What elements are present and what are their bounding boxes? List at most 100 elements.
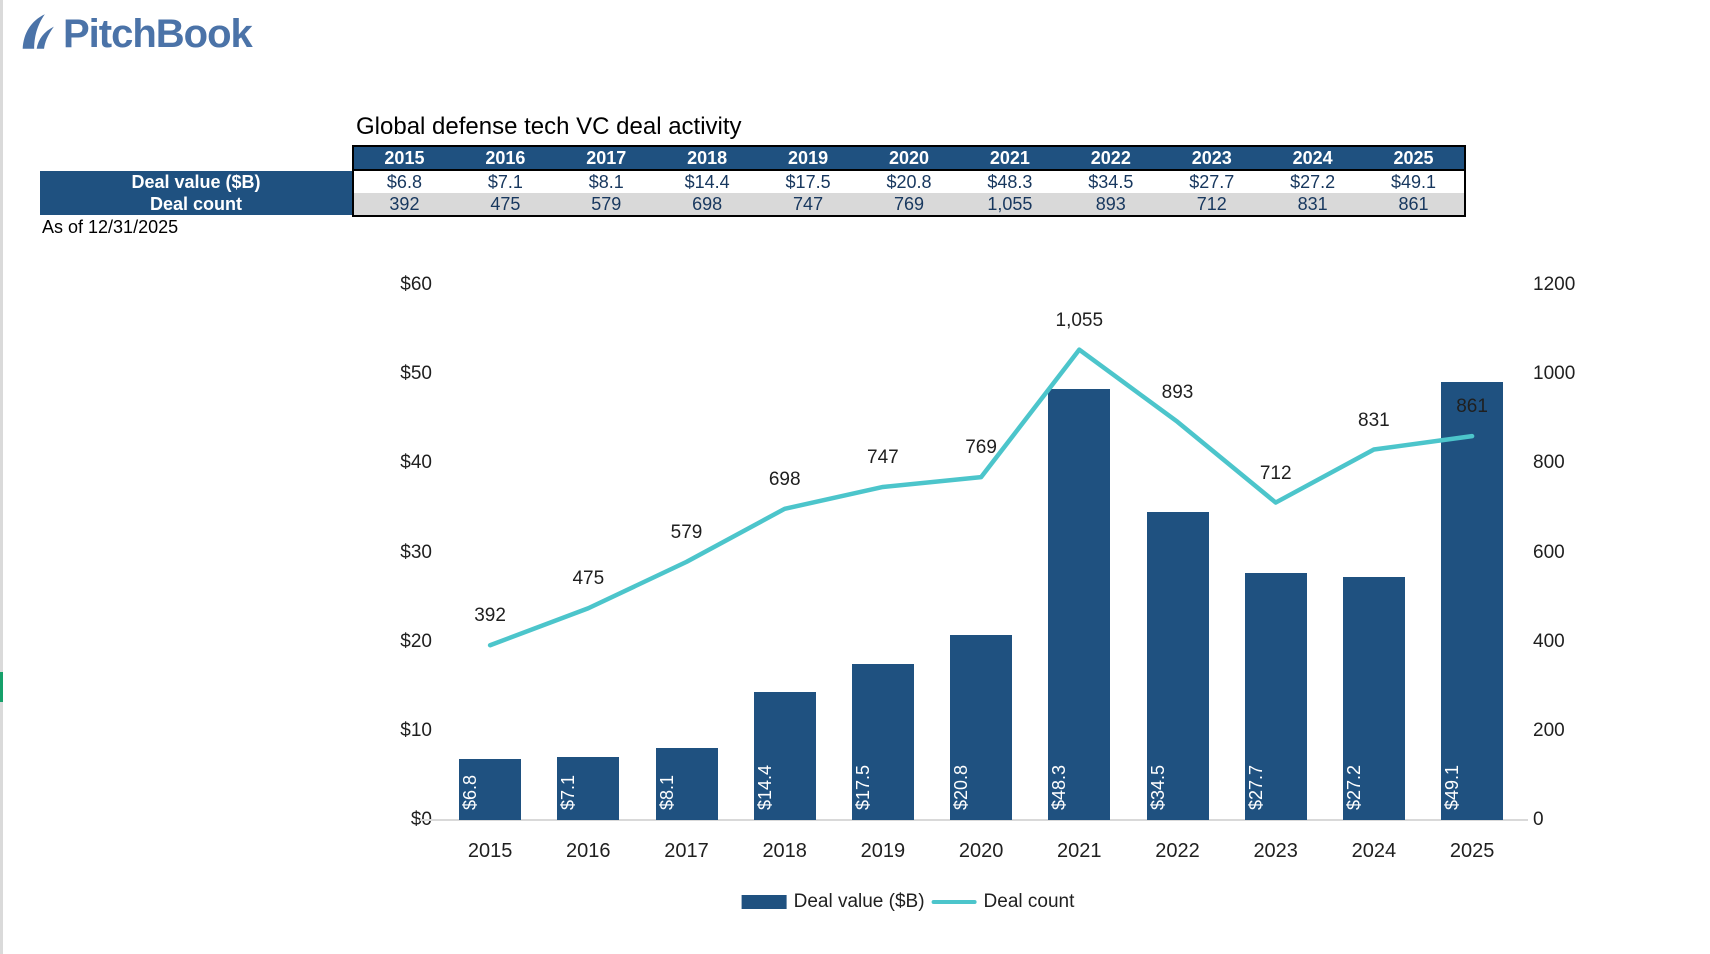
as-of-note: As of 12/31/2025 [42, 217, 179, 237]
table-cell-deal-count-2016[interactable]: 475 [454, 193, 556, 215]
left-axis-tick-$40: $40 [400, 452, 432, 474]
table-year-header-2022[interactable]: 2022 [1060, 147, 1162, 171]
table-cell-deal-count-2024[interactable]: 831 [1262, 193, 1364, 215]
right-axis-tick-800: 800 [1533, 452, 1565, 474]
table-year-header-2021[interactable]: 2021 [959, 147, 1061, 171]
table-cell-deal-count-2023[interactable]: 712 [1161, 193, 1263, 215]
deal-value-bar-2017 [655, 747, 718, 820]
bar-value-label-2021: $48.3 [1049, 764, 1070, 810]
pitchbook-logo-icon [22, 14, 54, 49]
bar-value-label-2016: $7.1 [558, 774, 579, 810]
table-year-header-2018[interactable]: 2018 [656, 147, 758, 171]
x-axis-label-2020: 2020 [958, 840, 1004, 862]
legend-bar-swatch [741, 895, 787, 909]
table-cell-deal-value-2021[interactable]: $48.3 [959, 171, 1061, 193]
table-cell-deal-count-2022[interactable]: 893 [1060, 193, 1162, 215]
table-row-labels: Deal value ($B) Deal count [40, 171, 352, 215]
table-year-header-2023[interactable]: 2023 [1161, 147, 1263, 171]
window-left-edge [0, 0, 3, 954]
deal-value-bar-2025 [1441, 382, 1504, 820]
deal-value-bar-2015 [459, 759, 522, 820]
pitchbook-logo: PitchBook [12, 8, 253, 60]
deal-count-line [487, 347, 1475, 648]
deal-value-bar-2023 [1244, 573, 1307, 820]
table-cell-deal-count-2019[interactable]: 747 [757, 193, 859, 215]
x-axis-label-2019: 2019 [860, 840, 906, 862]
x-axis-label-2023: 2023 [1253, 840, 1298, 862]
deal-value-bar-2016 [557, 756, 620, 820]
table-cell-deal-value-2025[interactable]: $49.1 [1363, 171, 1464, 193]
chart-legend: Deal value ($B) Deal count [741, 891, 1075, 913]
table-cell-deal-value-2020[interactable]: $20.8 [858, 171, 960, 193]
table-year-header-2015[interactable]: 2015 [354, 147, 455, 171]
deal-count-label-2020: 769 [965, 437, 997, 459]
bar-value-label-2015: $6.8 [460, 774, 481, 810]
table-year-header-2019[interactable]: 2019 [757, 147, 859, 171]
right-axis-tick-200: 200 [1533, 719, 1565, 741]
table-cell-deal-value-2017[interactable]: $8.1 [555, 171, 657, 193]
deal-count-label-2015: 392 [474, 605, 506, 627]
table-cell-deal-value-2015[interactable]: $6.8 [354, 171, 455, 193]
scrollbar-thumb[interactable] [0, 672, 3, 702]
table-cell-deal-value-2023[interactable]: $27.7 [1161, 171, 1263, 193]
x-axis-label-2018: 2018 [762, 840, 807, 862]
bar-value-label-2023: $27.7 [1245, 764, 1266, 810]
x-axis-line [420, 819, 1528, 821]
row-label-deal-count[interactable]: Deal count [149, 194, 242, 214]
right-axis-tick-400: 400 [1533, 630, 1565, 652]
deal-count-label-2016: 475 [572, 568, 605, 590]
table-cell-deal-count-2020[interactable]: 769 [858, 193, 960, 215]
x-axis-label-2015: 2015 [467, 840, 513, 862]
table-year-header-2020[interactable]: 2020 [858, 147, 960, 171]
deal-value-bar-2024 [1342, 577, 1405, 820]
deal-count-label-2017: 579 [670, 521, 703, 543]
x-axis-label-2017: 2017 [664, 840, 709, 862]
legend-label-deal-count: Deal count [983, 891, 1075, 912]
deal-count-label-2018: 698 [768, 468, 801, 490]
table-cell-deal-count-2017[interactable]: 579 [555, 193, 657, 215]
table-cell-deal-value-2022[interactable]: $34.5 [1060, 171, 1162, 193]
table-cell-deal-value-2018[interactable]: $14.4 [656, 171, 758, 193]
x-axis-label-2022: 2022 [1155, 840, 1200, 862]
deal-value-bar-2021 [1048, 389, 1111, 820]
table-cell-deal-value-2016[interactable]: $7.1 [454, 171, 556, 193]
deal-value-bar-2020 [950, 634, 1013, 820]
deal-value-bar-2022 [1146, 512, 1209, 820]
table-cell-deal-count-2025[interactable]: 861 [1363, 193, 1464, 215]
deal-count-label-2023: 712 [1259, 462, 1292, 484]
bar-value-label-2019: $17.5 [852, 764, 873, 810]
table-cell-deal-count-2021[interactable]: 1,055 [959, 193, 1061, 215]
left-axis-tick-$60: $60 [400, 274, 432, 295]
table-cell-deal-value-2019[interactable]: $17.5 [757, 171, 859, 193]
bar-value-label-2022: $34.5 [1147, 764, 1168, 810]
x-axis-label-2016: 2016 [566, 840, 611, 862]
left-axis-tick-$30: $30 [400, 541, 432, 563]
table-year-header-2025[interactable]: 2025 [1363, 147, 1464, 171]
deal-count-label-2019: 747 [867, 446, 899, 468]
deal-count-label-2024: 831 [1358, 409, 1390, 431]
right-axis-tick-0: 0 [1533, 809, 1544, 830]
table-cell-deal-value-2024[interactable]: $27.2 [1262, 171, 1364, 193]
bar-value-label-2018: $14.4 [754, 764, 775, 810]
left-axis-tick-$50: $50 [400, 363, 432, 385]
left-axis-tick-$10: $10 [400, 719, 432, 741]
deal-count-label-2022: 893 [1161, 381, 1194, 403]
deal-count-label-2025: 861 [1456, 396, 1488, 418]
legend-line-swatch [931, 900, 977, 904]
x-axis-label-2025: 2025 [1449, 840, 1495, 862]
table-cell-deal-count-2015[interactable]: 392 [354, 193, 455, 215]
table-year-header-2017[interactable]: 2017 [555, 147, 657, 171]
table-year-header-2016[interactable]: 2016 [454, 147, 556, 171]
row-label-deal-value[interactable]: Deal value ($B) [131, 172, 261, 192]
right-axis-tick-1000: 1000 [1533, 363, 1576, 385]
deal-value-bar-2018 [753, 691, 816, 820]
left-axis-tick-$20: $20 [400, 630, 432, 652]
table-year-header-2024[interactable]: 2024 [1262, 147, 1364, 171]
data-table: 2015 2016 2017 2018 2019 2020 2021 2022 2023 2024… [352, 145, 1466, 217]
deal-value-bar-2019 [851, 663, 914, 820]
pitchbook-logo-text: PitchBook [63, 11, 253, 56]
table-cell-deal-count-2018[interactable]: 698 [656, 193, 758, 215]
